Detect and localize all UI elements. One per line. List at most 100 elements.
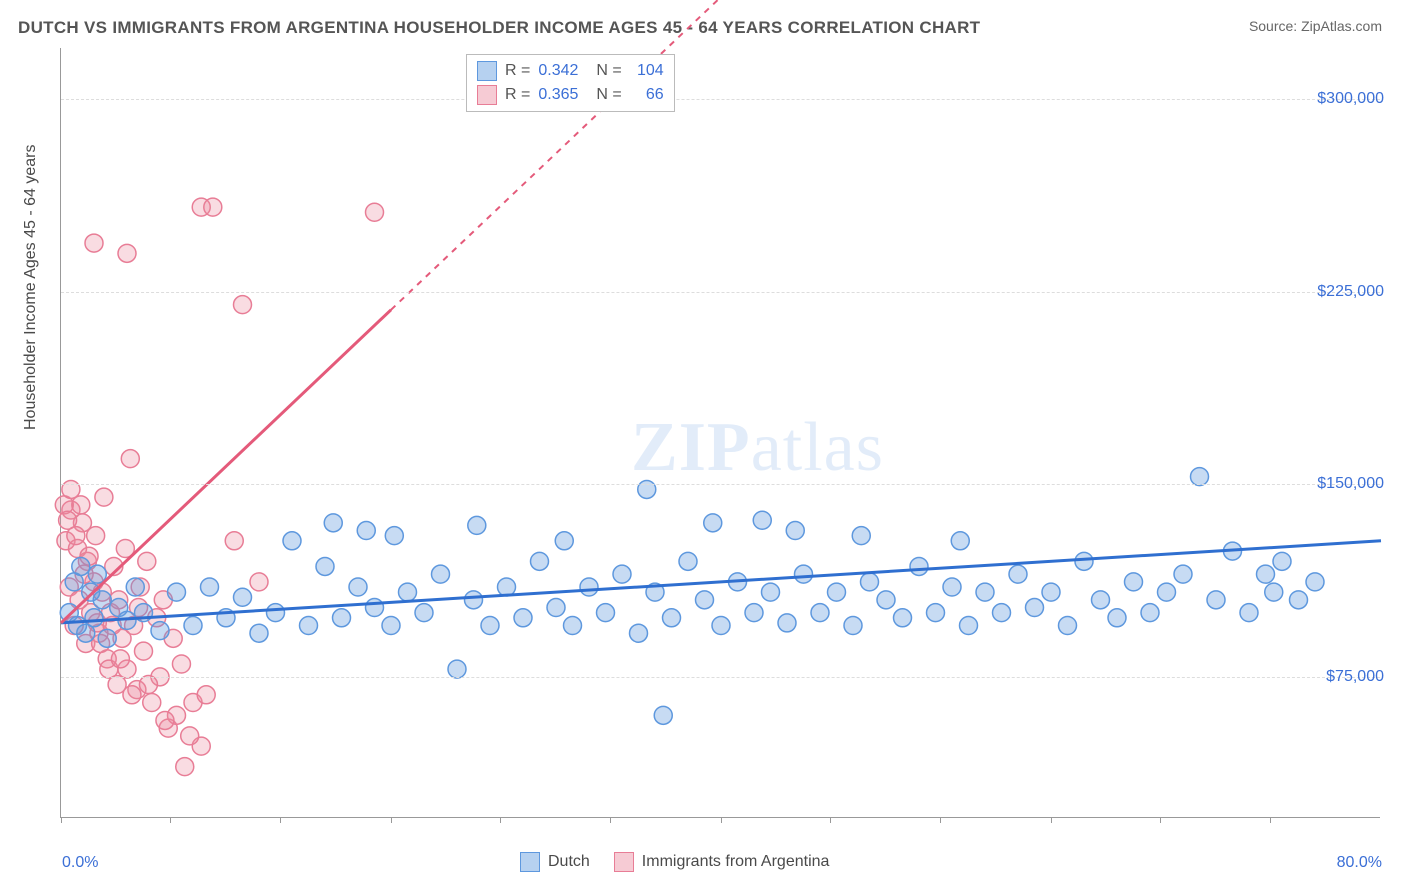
data-point-blue: [993, 604, 1011, 622]
data-point-blue: [795, 565, 813, 583]
legend-stat-row: R =0.342N =104: [477, 59, 664, 83]
data-point-blue: [250, 624, 268, 642]
data-point-blue: [1240, 604, 1258, 622]
data-point-pink: [181, 727, 199, 745]
x-tick: [1270, 817, 1271, 823]
data-point-pink: [366, 203, 384, 221]
data-point-blue: [366, 599, 384, 617]
x-tick: [1160, 817, 1161, 823]
x-tick: [940, 817, 941, 823]
legend-n-label: N =: [596, 86, 621, 104]
legend-n-label: N =: [596, 62, 621, 80]
data-point-blue: [1141, 604, 1159, 622]
legend-r-label: R =: [505, 86, 530, 104]
gridline: [61, 292, 1380, 293]
x-tick: [610, 817, 611, 823]
data-point-pink: [67, 527, 85, 545]
data-point-blue: [1009, 565, 1027, 583]
data-point-blue: [547, 599, 565, 617]
data-point-blue: [844, 617, 862, 635]
data-point-pink: [172, 655, 190, 673]
data-point-blue: [1125, 573, 1143, 591]
data-point-pink: [176, 758, 194, 776]
x-axis-max-label: 80.0%: [1337, 854, 1382, 872]
data-point-blue: [1191, 468, 1209, 486]
data-point-blue: [1075, 552, 1093, 570]
y-tick-label: $75,000: [1326, 668, 1384, 686]
legend-r-value: 0.365: [538, 86, 588, 104]
x-tick: [61, 817, 62, 823]
data-point-blue: [234, 588, 252, 606]
x-tick: [1051, 817, 1052, 823]
data-point-blue: [333, 609, 351, 627]
data-point-blue: [448, 660, 466, 678]
x-tick: [280, 817, 281, 823]
data-point-pink: [121, 450, 139, 468]
data-point-blue: [481, 617, 499, 635]
data-point-pink: [204, 198, 222, 216]
x-tick: [721, 817, 722, 823]
trendline-pink-solid: [61, 310, 391, 623]
data-point-pink: [138, 552, 156, 570]
data-point-blue: [283, 532, 301, 550]
data-point-blue: [1174, 565, 1192, 583]
data-point-blue: [778, 614, 796, 632]
data-point-pink: [72, 496, 90, 514]
legend-series: Dutch Immigrants from Argentina: [520, 852, 829, 872]
data-point-blue: [316, 557, 334, 575]
data-point-blue: [1042, 583, 1060, 601]
data-point-blue: [324, 514, 342, 532]
legend-swatch: [477, 85, 497, 105]
data-point-pink: [156, 711, 174, 729]
data-point-blue: [1026, 599, 1044, 617]
data-point-pink: [123, 686, 141, 704]
x-axis-min-label: 0.0%: [62, 854, 98, 872]
legend-series-item: Dutch: [520, 852, 590, 872]
data-point-blue: [654, 706, 672, 724]
data-point-blue: [811, 604, 829, 622]
data-point-blue: [704, 514, 722, 532]
data-point-blue: [468, 516, 486, 534]
data-point-blue: [85, 609, 103, 627]
data-point-blue: [300, 617, 318, 635]
gridline: [61, 484, 1380, 485]
y-tick-label: $150,000: [1317, 475, 1384, 493]
data-point-pink: [225, 532, 243, 550]
data-point-blue: [514, 609, 532, 627]
data-point-pink: [234, 296, 252, 314]
data-point-pink: [62, 480, 80, 498]
legend-series-item: Immigrants from Argentina: [614, 852, 830, 872]
data-point-blue: [597, 604, 615, 622]
legend-n-value: 66: [630, 86, 664, 104]
y-tick-label: $225,000: [1317, 283, 1384, 301]
data-point-blue: [184, 617, 202, 635]
chart-svg: [61, 48, 1380, 817]
data-point-blue: [976, 583, 994, 601]
data-point-blue: [580, 578, 598, 596]
legend-series-label: Immigrants from Argentina: [642, 853, 830, 871]
data-point-blue: [1265, 583, 1283, 601]
data-point-blue: [712, 617, 730, 635]
data-point-blue: [910, 557, 928, 575]
legend-r-value: 0.342: [538, 62, 588, 80]
legend-swatch: [520, 852, 540, 872]
data-point-blue: [72, 557, 90, 575]
data-point-pink: [250, 573, 268, 591]
data-point-blue: [555, 532, 573, 550]
x-tick: [170, 817, 171, 823]
data-point-blue: [1108, 609, 1126, 627]
data-point-blue: [762, 583, 780, 601]
data-point-pink: [85, 234, 103, 252]
data-point-pink: [139, 676, 157, 694]
data-point-pink: [87, 527, 105, 545]
x-tick: [500, 817, 501, 823]
data-point-blue: [93, 591, 111, 609]
data-point-blue: [267, 604, 285, 622]
legend-swatch: [614, 852, 634, 872]
data-point-blue: [1306, 573, 1324, 591]
data-point-blue: [349, 578, 367, 596]
data-point-blue: [852, 527, 870, 545]
data-point-blue: [498, 578, 516, 596]
data-point-blue: [753, 511, 771, 529]
data-point-blue: [1207, 591, 1225, 609]
